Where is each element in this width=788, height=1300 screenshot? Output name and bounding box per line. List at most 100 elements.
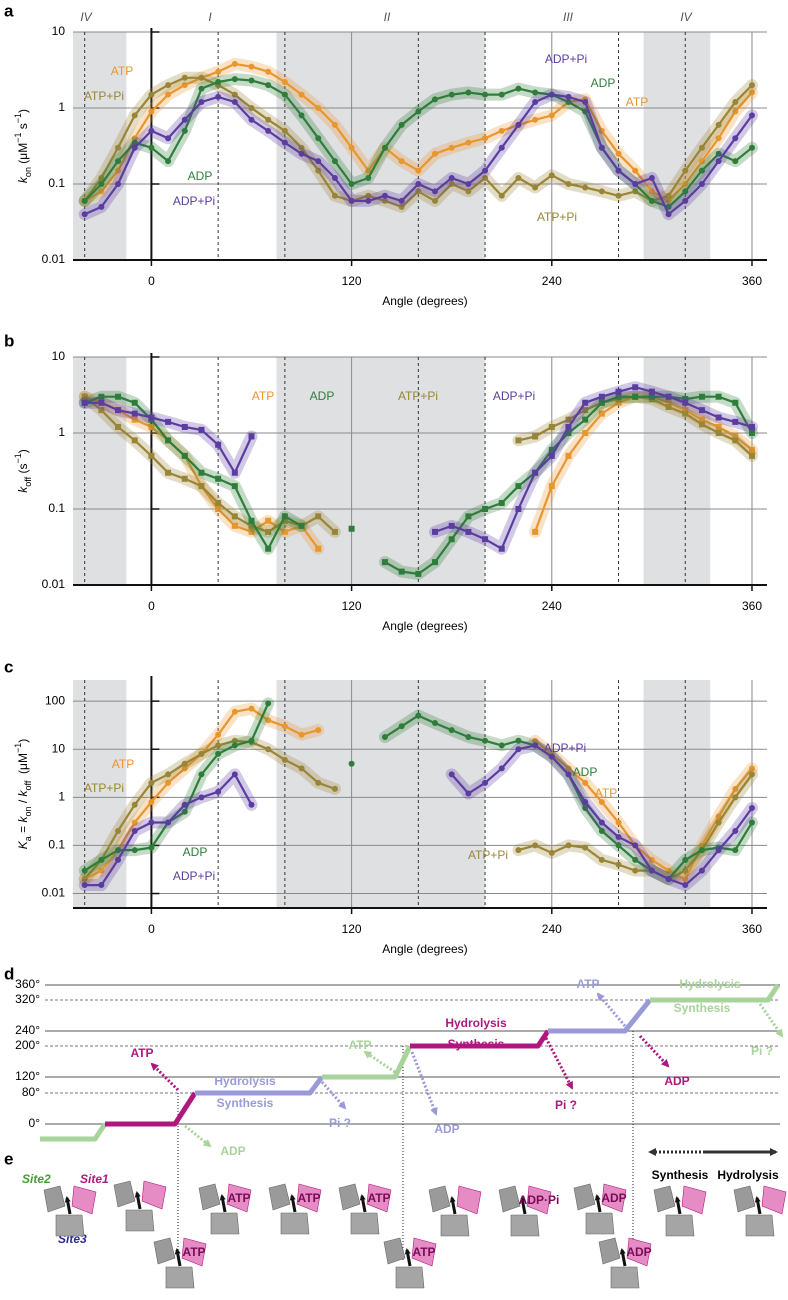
data-point	[181, 808, 188, 815]
data-point	[281, 139, 288, 146]
data-point	[715, 121, 722, 128]
sector-label: IV	[80, 10, 92, 24]
gamma-arrow	[174, 1248, 182, 1267]
subunit-pink	[411, 1237, 437, 1267]
series-label: ADP	[188, 169, 213, 183]
data-point	[615, 388, 622, 395]
data-point	[315, 135, 322, 142]
y-axis-label-part: −1	[13, 453, 23, 463]
data-point	[348, 197, 355, 204]
panel-letter: e	[4, 1149, 13, 1168]
data-point	[632, 393, 639, 400]
data-point	[148, 144, 155, 151]
data-point	[81, 882, 88, 889]
data-point	[165, 779, 172, 786]
diagram-annotation: Synthesis	[217, 1096, 274, 1110]
data-point	[532, 469, 539, 476]
data-point	[682, 399, 689, 406]
data-point	[548, 91, 555, 98]
data-point	[615, 842, 622, 849]
data-point	[165, 158, 172, 165]
nucleotide-label: ADP·Pi	[519, 1193, 560, 1207]
diagram-annotation: Pi ?	[555, 1098, 577, 1112]
data-point	[448, 181, 455, 187]
data-point	[665, 876, 672, 883]
data-point	[598, 188, 605, 195]
data-point	[682, 181, 689, 187]
gamma-arrow	[674, 1196, 682, 1215]
data-point	[348, 525, 355, 532]
data-point	[148, 414, 155, 421]
data-point	[415, 712, 422, 719]
release-arrow	[758, 1003, 784, 1038]
diagram-annotation: ADP	[434, 1122, 459, 1136]
data-point	[582, 798, 589, 805]
subunit-pink	[71, 1185, 97, 1215]
gamma-arrow	[359, 1194, 367, 1213]
series-label: ATP+Pi	[468, 848, 508, 862]
data-point	[665, 211, 672, 218]
y-tick-label: 0.01	[42, 886, 66, 900]
data-point	[98, 867, 105, 874]
data-point	[415, 181, 422, 187]
data-point	[248, 63, 255, 70]
subunit-gray	[665, 1214, 695, 1237]
data-point	[131, 827, 138, 834]
data-point	[265, 517, 272, 524]
data-point	[448, 727, 455, 734]
data-point	[432, 720, 439, 727]
y-axis-label: Ka = kon / koff (μM−1)	[13, 739, 33, 849]
sector-label: I	[208, 10, 212, 24]
data-point	[231, 522, 238, 529]
data-point	[582, 399, 589, 406]
y-tick-label: 10	[52, 24, 66, 38]
data-point	[231, 708, 238, 715]
data-point	[532, 98, 539, 105]
angle-label: 360°	[15, 977, 40, 991]
data-point	[281, 756, 288, 763]
shaded-region	[643, 32, 711, 260]
data-point	[265, 700, 272, 707]
data-point	[331, 528, 338, 535]
data-point	[748, 82, 755, 89]
data-point	[615, 167, 622, 174]
series-label: ATP	[595, 786, 617, 800]
x-tick-label: 120	[342, 922, 362, 936]
data-point	[131, 801, 138, 808]
data-point	[548, 172, 555, 179]
data-point	[115, 856, 122, 863]
data-point	[698, 158, 705, 165]
subunit-gray	[125, 1209, 155, 1232]
data-point	[248, 77, 255, 84]
subunit-gray	[338, 1183, 361, 1211]
angle-label: 80°	[22, 1085, 40, 1099]
data-point	[482, 779, 489, 786]
y-axis-label-part: −1	[13, 743, 23, 753]
data-point	[582, 844, 589, 851]
y-axis-label-part: off	[23, 780, 33, 790]
data-point	[148, 844, 155, 851]
nucleotide-label: ATP	[182, 1245, 205, 1259]
release-arrow	[638, 1034, 670, 1068]
subunit-gray	[733, 1185, 756, 1213]
data-point	[215, 506, 222, 512]
data-point	[115, 407, 122, 414]
data-point	[682, 167, 689, 174]
gamma-arrow	[404, 1248, 412, 1267]
data-point	[532, 433, 539, 440]
data-point	[515, 847, 522, 854]
data-point	[231, 742, 238, 749]
subunit-gray	[210, 1212, 240, 1235]
step-path	[650, 983, 781, 1003]
data-point	[548, 483, 555, 490]
data-point	[615, 399, 622, 406]
data-point	[698, 181, 705, 187]
y-axis-label-part: −1	[13, 113, 23, 123]
data-point	[698, 407, 705, 414]
data-point	[715, 158, 722, 165]
data-point	[465, 790, 472, 797]
x-tick-label: 360	[742, 599, 762, 613]
series-label: ADP	[591, 76, 616, 90]
data-point	[248, 522, 255, 529]
data-point	[548, 423, 555, 430]
